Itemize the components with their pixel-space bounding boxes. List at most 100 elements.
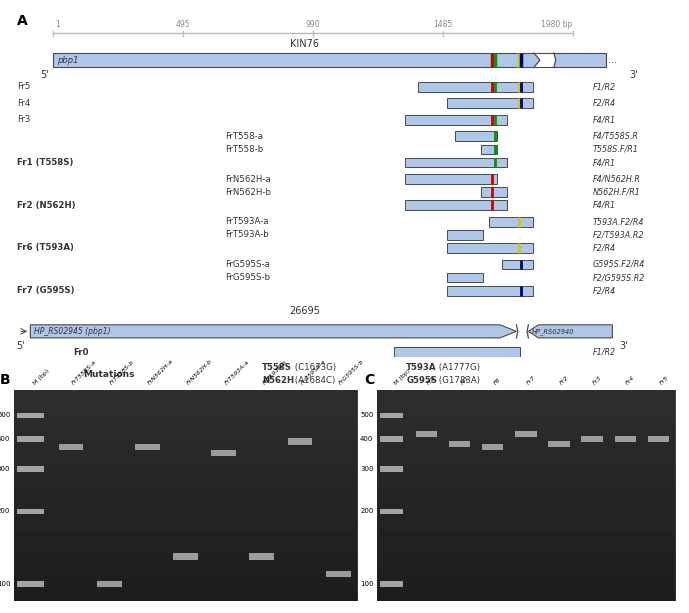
Text: F4/R1: F4/R1 bbox=[593, 200, 616, 210]
Bar bbox=[648, 436, 670, 442]
Bar bbox=[394, 347, 520, 357]
Text: Mutations: Mutations bbox=[83, 370, 135, 379]
Text: Fr5: Fr5 bbox=[17, 82, 30, 91]
Text: M (bp): M (bp) bbox=[33, 368, 50, 386]
FancyBboxPatch shape bbox=[70, 357, 593, 391]
Bar bbox=[481, 145, 497, 154]
Text: FrG595S-a: FrG595S-a bbox=[300, 359, 327, 386]
Bar bbox=[449, 441, 471, 447]
Text: F2/R4: F2/R4 bbox=[593, 286, 616, 295]
Text: 495: 495 bbox=[176, 20, 190, 29]
Text: FrT558-b: FrT558-b bbox=[225, 145, 264, 154]
Text: Fr0: Fr0 bbox=[73, 348, 89, 357]
Text: FrT558S-b: FrT558S-b bbox=[109, 359, 136, 386]
Bar bbox=[326, 571, 351, 577]
Bar bbox=[415, 430, 437, 437]
Text: FrN562H-b: FrN562H-b bbox=[185, 359, 213, 386]
Bar bbox=[380, 509, 403, 514]
Bar bbox=[17, 466, 44, 471]
Text: F2/R4: F2/R4 bbox=[593, 99, 616, 108]
Bar bbox=[17, 413, 44, 418]
Text: F4/T558S.R: F4/T558S.R bbox=[593, 132, 639, 141]
Text: 3': 3' bbox=[629, 70, 637, 80]
Bar bbox=[482, 444, 504, 450]
Text: 100: 100 bbox=[360, 581, 373, 587]
Bar bbox=[446, 230, 484, 240]
Text: 1485: 1485 bbox=[433, 20, 453, 29]
Bar bbox=[380, 581, 403, 587]
Text: 200: 200 bbox=[0, 508, 10, 514]
Text: FrN562H-b: FrN562H-b bbox=[225, 188, 271, 197]
Text: FrN562H-a: FrN562H-a bbox=[225, 175, 271, 183]
Text: F2/G595S.R2: F2/G595S.R2 bbox=[593, 273, 645, 282]
Text: HP_RS02940: HP_RS02940 bbox=[532, 328, 574, 335]
Text: Fr1: Fr1 bbox=[460, 375, 471, 386]
Text: T593A.F2/R4: T593A.F2/R4 bbox=[593, 217, 644, 226]
Bar bbox=[446, 99, 533, 108]
Text: 3': 3' bbox=[619, 341, 628, 351]
Text: 100: 100 bbox=[0, 581, 10, 587]
Text: F4/R1: F4/R1 bbox=[593, 115, 616, 124]
Text: ...: ... bbox=[608, 55, 617, 65]
Polygon shape bbox=[500, 325, 517, 338]
Bar bbox=[481, 188, 507, 197]
Text: T558S: T558S bbox=[262, 364, 292, 372]
Text: F1/R2: F1/R2 bbox=[593, 348, 616, 357]
Text: Fr5: Fr5 bbox=[659, 375, 670, 386]
Bar bbox=[404, 115, 507, 124]
Text: FrG595S-a: FrG595S-a bbox=[225, 260, 270, 269]
Bar bbox=[54, 53, 606, 67]
Text: FrG595S-b: FrG595S-b bbox=[225, 273, 271, 282]
Bar bbox=[446, 243, 533, 253]
Text: C: C bbox=[364, 373, 375, 387]
Bar bbox=[96, 581, 121, 587]
Bar bbox=[17, 509, 44, 514]
Text: (C1673G): (C1673G) bbox=[291, 364, 336, 372]
Text: FrT558-a: FrT558-a bbox=[225, 132, 263, 141]
Text: N562H.F/R1: N562H.F/R1 bbox=[593, 188, 640, 197]
Text: Fr4: Fr4 bbox=[626, 375, 636, 386]
Bar bbox=[404, 158, 507, 167]
Bar bbox=[418, 82, 533, 91]
Bar bbox=[59, 444, 83, 450]
Text: Fr6 (T593A): Fr6 (T593A) bbox=[17, 243, 74, 253]
Text: pbp1: pbp1 bbox=[56, 56, 79, 64]
Bar bbox=[17, 436, 44, 441]
Text: Fr2: Fr2 bbox=[559, 375, 570, 386]
Text: N562H: N562H bbox=[262, 376, 294, 386]
Bar bbox=[249, 554, 274, 560]
Text: Fr3: Fr3 bbox=[593, 375, 603, 386]
Bar bbox=[446, 273, 484, 283]
Text: 1980 bp: 1980 bp bbox=[542, 20, 573, 29]
Text: FrT593A-b: FrT593A-b bbox=[225, 230, 269, 239]
Text: (A1684C): (A1684C) bbox=[291, 376, 335, 386]
Bar bbox=[173, 554, 198, 560]
Bar bbox=[548, 441, 570, 447]
Bar bbox=[455, 131, 497, 141]
Text: F2/R4: F2/R4 bbox=[593, 243, 616, 253]
Bar bbox=[515, 430, 537, 437]
Text: F1/R2: F1/R2 bbox=[593, 82, 616, 91]
Bar bbox=[404, 174, 497, 184]
Bar bbox=[539, 325, 613, 338]
Text: 400: 400 bbox=[0, 436, 10, 442]
Bar bbox=[380, 413, 403, 418]
Text: F4/N562H.R: F4/N562H.R bbox=[593, 175, 640, 183]
Polygon shape bbox=[528, 325, 539, 338]
Text: Fr1 (T558S): Fr1 (T558S) bbox=[17, 158, 74, 167]
Bar bbox=[615, 436, 636, 442]
Text: 400: 400 bbox=[360, 436, 373, 442]
Text: 200: 200 bbox=[360, 508, 373, 514]
Text: Fr7: Fr7 bbox=[526, 375, 537, 386]
Text: G595S.F2/R4: G595S.F2/R4 bbox=[593, 260, 645, 269]
Bar bbox=[489, 217, 533, 227]
Bar bbox=[446, 286, 533, 295]
Polygon shape bbox=[534, 53, 556, 67]
Text: Fr4: Fr4 bbox=[17, 99, 30, 108]
Text: M (bp): M (bp) bbox=[393, 368, 411, 386]
Text: Fr0: Fr0 bbox=[426, 375, 437, 386]
Text: T593A: T593A bbox=[407, 364, 437, 372]
Bar bbox=[380, 436, 403, 441]
Text: FrT593A-a: FrT593A-a bbox=[224, 359, 250, 386]
Bar bbox=[287, 438, 312, 444]
